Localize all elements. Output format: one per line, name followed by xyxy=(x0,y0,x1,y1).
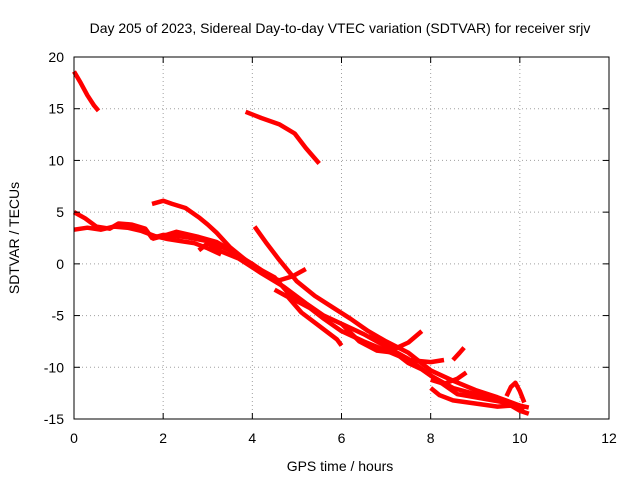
series-line-arc-4 xyxy=(72,210,272,279)
x-tick-label: 10 xyxy=(512,430,528,446)
x-tick-label: 2 xyxy=(159,430,167,446)
x-axis-label: GPS time / hours xyxy=(287,458,394,474)
series-line-arc-8 xyxy=(252,225,530,410)
series-line-arc-12 xyxy=(430,370,468,387)
series-layer xyxy=(72,70,530,416)
y-tick-label: 20 xyxy=(48,49,64,65)
y-tick-label: -5 xyxy=(52,308,65,324)
y-tick-label: 0 xyxy=(56,256,64,272)
y-tick-label: -10 xyxy=(44,359,64,375)
y-axis-label: SDTVAR / TECUs xyxy=(6,182,22,294)
series-line-arc-1 xyxy=(72,70,101,113)
x-tick-label: 12 xyxy=(601,430,617,446)
series-line-arc-11 xyxy=(367,329,424,351)
x-tick-label: 6 xyxy=(338,430,346,446)
x-tick-label: 4 xyxy=(248,430,256,446)
series-line-arc-9 xyxy=(273,287,344,347)
x-tick-label: 8 xyxy=(427,430,435,446)
y-tick-label: 5 xyxy=(56,204,64,220)
series-line-arc-13 xyxy=(429,386,530,416)
tick-layer: 0 2 4 6 8 10 12 -15 -10 -5 0 5 10 15 20 xyxy=(44,49,617,446)
series-line-arc-15 xyxy=(451,346,466,362)
series-line-arc-2 xyxy=(244,109,321,165)
series-line-arc-6 xyxy=(151,198,445,365)
y-tick-label: 15 xyxy=(48,101,64,117)
chart-title: Day 205 of 2023, Sidereal Day-to-day VTE… xyxy=(90,20,591,36)
series-line-arc-14 xyxy=(504,380,527,404)
series-line-arc-10 xyxy=(339,322,526,412)
y-tick-label: -15 xyxy=(44,411,64,427)
y-tick-label: 10 xyxy=(48,152,64,168)
x-tick-label: 0 xyxy=(70,430,78,446)
